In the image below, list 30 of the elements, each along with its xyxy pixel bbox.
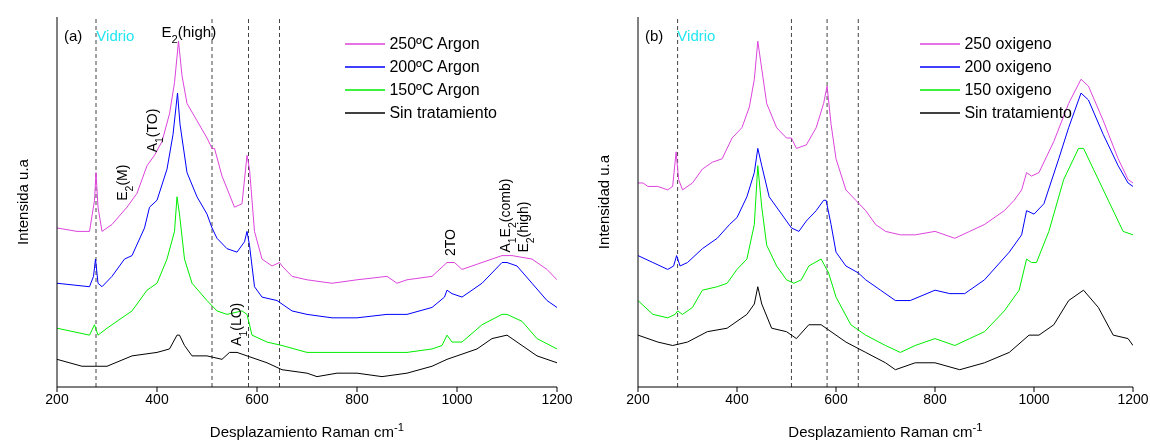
legend-label: 250ºC Argon	[389, 34, 480, 53]
x-tick-label: 200	[45, 390, 69, 407]
annotation: (b)	[645, 27, 664, 44]
y-axis-title: Intensidad u.a	[595, 154, 612, 250]
x-tick-label: 1200	[1117, 390, 1149, 407]
legend-label: Sin tratamiento	[964, 103, 1072, 122]
legend-label: 250 oxigeno	[964, 34, 1052, 53]
legend-label: 150 oxigeno	[964, 80, 1052, 99]
annotation: 2TO	[442, 228, 458, 257]
x-tick-label: 600	[824, 390, 848, 407]
x-tick-label: 400	[145, 390, 169, 407]
annotation: E$_{2}$(high)	[161, 23, 217, 46]
x-tick-label: 600	[245, 390, 269, 407]
x-tick-label: 1000	[441, 390, 473, 407]
y-axis-title: Intensida u.a	[14, 158, 31, 245]
annotation: Vidrio	[96, 27, 135, 44]
x-axis-title: Desplazamiento Raman cm$^{-1}$	[209, 421, 405, 440]
x-axis-title: Desplazamiento Raman cm$^{-1}$	[788, 421, 983, 440]
annotation: (a)	[64, 27, 83, 44]
x-tick-label: 1000	[1018, 390, 1050, 407]
x-tick-label: 400	[725, 390, 749, 407]
annotation: Vidrio	[677, 27, 716, 44]
legend-label: Sin tratamiento	[389, 103, 497, 122]
legend-label: 200 oxigeno	[964, 57, 1052, 76]
x-tick-label: 800	[923, 390, 947, 407]
x-tick-label: 200	[626, 390, 650, 407]
legend-label: 200ºC Argon	[389, 57, 480, 76]
legend-label: 150ºC Argon	[389, 80, 480, 99]
x-tick-label: 800	[345, 390, 369, 407]
x-tick-label: 1200	[541, 390, 573, 407]
